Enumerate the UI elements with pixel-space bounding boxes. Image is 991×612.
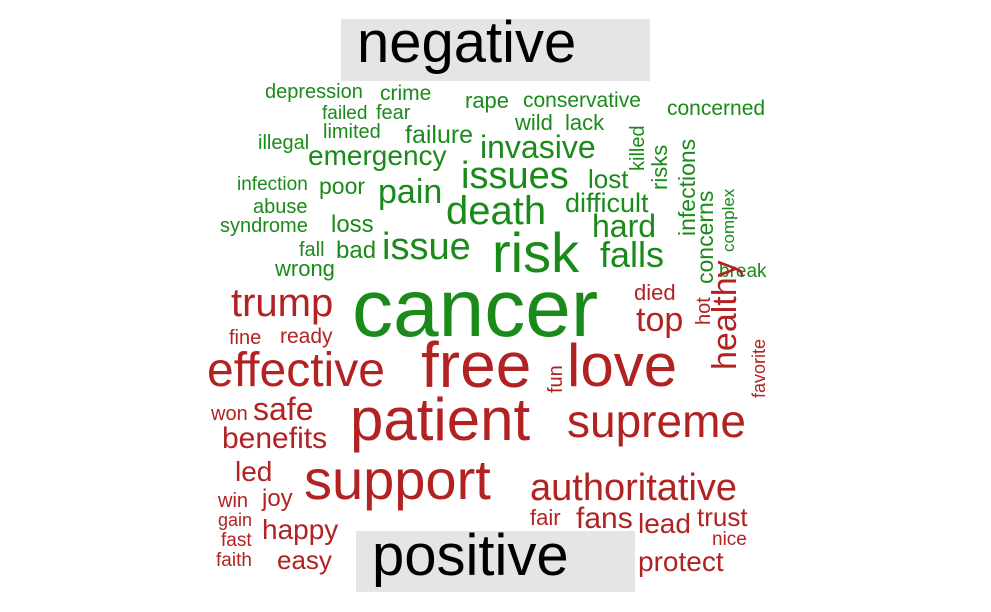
word-death: death [446,189,547,233]
word-invasive: invasive [480,129,596,165]
word-fun: fun [545,365,567,393]
word-cancer: cancer [352,263,599,354]
word-effective: effective [207,344,385,397]
word-conservative: conservative [523,89,641,112]
word-win: win [218,490,249,512]
word-issues: issues [461,155,569,197]
word-nice: nice [712,529,747,550]
word-risk: risk [492,221,580,284]
group-label-positive: positive [372,523,569,588]
word-hot: hot [693,297,715,325]
word-trump: trump [231,281,334,325]
word-failed: failed [322,103,368,124]
word-rape: rape [465,88,510,113]
word-benefits: benefits [222,422,328,455]
word-lead: lead [638,508,691,539]
word-crime: crime [380,82,432,105]
word-wrong: wrong [275,256,335,281]
word-difficult: difficult [565,188,649,218]
word-safe: safe [253,391,314,427]
word-limited: limited [323,121,381,143]
word-fall: fall [299,239,325,261]
group-label-negative: negative [357,10,577,75]
word-faith: faith [216,550,252,571]
word-lack: lack [565,110,605,135]
word-authoritative: authoritative [530,467,738,509]
word-protect: protect [638,546,724,577]
word-failure: failure [405,121,474,149]
word-support: support [304,448,491,511]
word-joy: joy [262,485,293,512]
word-wild: wild [515,110,553,135]
word-illegal: illegal [258,132,310,154]
word-lost: lost [588,164,629,194]
word-top: top [636,301,684,339]
word-led: led [235,456,273,487]
word-ready: ready [280,325,333,348]
word-issue: issue [382,226,471,268]
word-trust: trust [697,502,748,532]
group-label-box-negative [341,19,650,81]
word-fear: fear [376,102,411,124]
word-gain: gain [218,510,253,530]
word-fair: fair [530,505,561,530]
word-syndrome: syndrome [220,215,308,237]
word-favorite: favorite [749,338,769,398]
word-pain: pain [378,173,443,211]
word-concerned: concerned [667,97,766,120]
word-hard: hard [592,208,657,244]
word-risks: risks [647,144,672,190]
word-fans: fans [576,502,633,535]
word-fine: fine [229,327,262,349]
word-supreme: supreme [567,395,746,447]
word-love: love [567,332,678,399]
word-falls: falls [600,234,665,275]
word-abuse: abuse [253,196,308,218]
word-free: free [421,329,532,401]
word-poor: poor [319,173,366,199]
word-fast: fast [221,530,252,551]
word-died: died [634,280,676,305]
word-killed: killed [627,125,649,171]
word-depression: depression [265,81,363,103]
word-bad: bad [336,237,377,264]
word-won: won [211,403,248,425]
group-label-box-positive [356,531,635,592]
word-loss: loss [331,211,374,238]
word-happy: happy [262,514,339,545]
word-patient: patient [350,386,531,453]
word-infection: infection [237,174,308,195]
word-break: break [719,261,767,282]
word-emergency: emergency [308,140,447,171]
word-easy: easy [277,545,332,575]
word-complex: complex [719,188,738,252]
